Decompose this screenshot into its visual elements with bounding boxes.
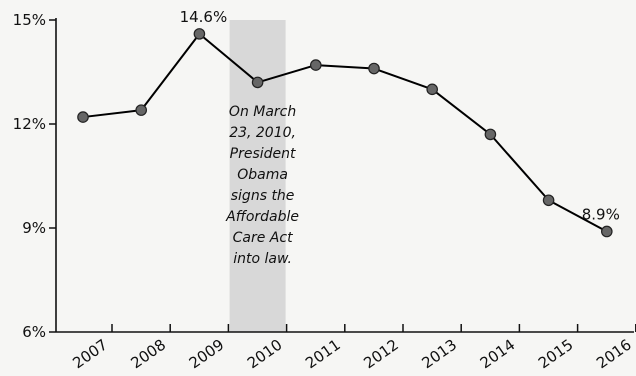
annotation-line-6: Affordable	[225, 209, 299, 225]
line-layer	[77, 28, 613, 238]
annotation-line-4: Obama	[237, 167, 288, 183]
annotation-line-1: On March	[229, 104, 296, 120]
annotation-line-3: President	[230, 146, 296, 162]
x-tick-label-2007: 2007	[69, 336, 111, 373]
x-tick-label-2011: 2011	[302, 336, 344, 373]
annotation-line-8: into law.	[233, 251, 292, 267]
x-tick-label-2013: 2013	[419, 336, 461, 373]
x-tick-label-2008: 2008	[128, 336, 170, 373]
data-label-2009: 14.6%	[180, 8, 228, 26]
x-tick-label-2014: 2014	[477, 336, 519, 373]
data-point-2007	[77, 111, 89, 123]
y-tick-label-6pct: 6%	[22, 323, 46, 341]
data-point-2012	[368, 62, 380, 75]
data-point-2015	[542, 194, 555, 207]
data-point-2013	[426, 83, 438, 96]
data-point-2014	[484, 128, 497, 141]
highlight-layer	[229, 20, 286, 332]
y-tick-label-12pct: 12%	[13, 115, 46, 133]
highlight-band-2010	[229, 20, 286, 332]
data-label-2016: 8.9%	[582, 205, 620, 223]
data-point-2011	[309, 59, 322, 71]
x-tick-label-2016: 2016	[593, 336, 635, 373]
data-point-2008	[135, 104, 147, 116]
annotation-line-2: 23, 2010,	[229, 125, 296, 141]
x-tick-label-2015: 2015	[535, 336, 577, 373]
y-tick-label-15pct: 15%	[13, 11, 46, 29]
label-layer: 14.6% 8.9%	[180, 8, 620, 224]
annotation-line-7: Care Act	[233, 230, 293, 246]
x-tick-label-2009: 2009	[186, 336, 228, 373]
annotation-line-5: signs the	[231, 188, 295, 204]
x-tick-label-2010: 2010	[244, 336, 286, 373]
annotation-layer: On March 23, 2010, President Obama signs the…	[225, 104, 299, 267]
data-point-2016	[600, 225, 613, 238]
x-tick-label-2012: 2012	[360, 336, 402, 373]
y-tick-label-9pct: 9%	[22, 219, 46, 237]
series-line	[82, 32, 608, 233]
data-point-2010	[251, 76, 264, 89]
data-point-2009	[193, 28, 206, 40]
